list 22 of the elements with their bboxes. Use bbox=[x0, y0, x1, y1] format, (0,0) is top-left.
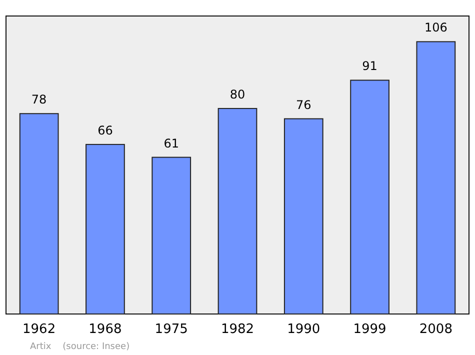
x-tick-label: 1975 bbox=[154, 322, 188, 337]
data-label: 76 bbox=[296, 98, 312, 112]
x-tick-label: 1990 bbox=[287, 322, 320, 337]
bar bbox=[86, 144, 125, 314]
text: Artix (source: Insee) bbox=[30, 342, 130, 352]
x-tick-label: 1962 bbox=[22, 322, 56, 337]
bar bbox=[416, 41, 456, 314]
x-tick-label: 1982 bbox=[220, 322, 254, 337]
x-tick-label: 2008 bbox=[419, 322, 452, 337]
data-label: 61 bbox=[164, 136, 179, 150]
x-tick-label: 1968 bbox=[88, 322, 122, 337]
bar bbox=[284, 118, 324, 314]
data-label: 80 bbox=[230, 87, 246, 102]
data-label: 66 bbox=[98, 123, 113, 138]
bar bbox=[152, 156, 192, 314]
bar bbox=[218, 108, 258, 314]
bar bbox=[19, 113, 59, 314]
data-label: 78 bbox=[31, 92, 47, 107]
data-label: 106 bbox=[424, 20, 448, 35]
data-label: 91 bbox=[362, 59, 378, 74]
bar bbox=[350, 80, 390, 314]
x-tick-label: 1999 bbox=[353, 322, 386, 337]
